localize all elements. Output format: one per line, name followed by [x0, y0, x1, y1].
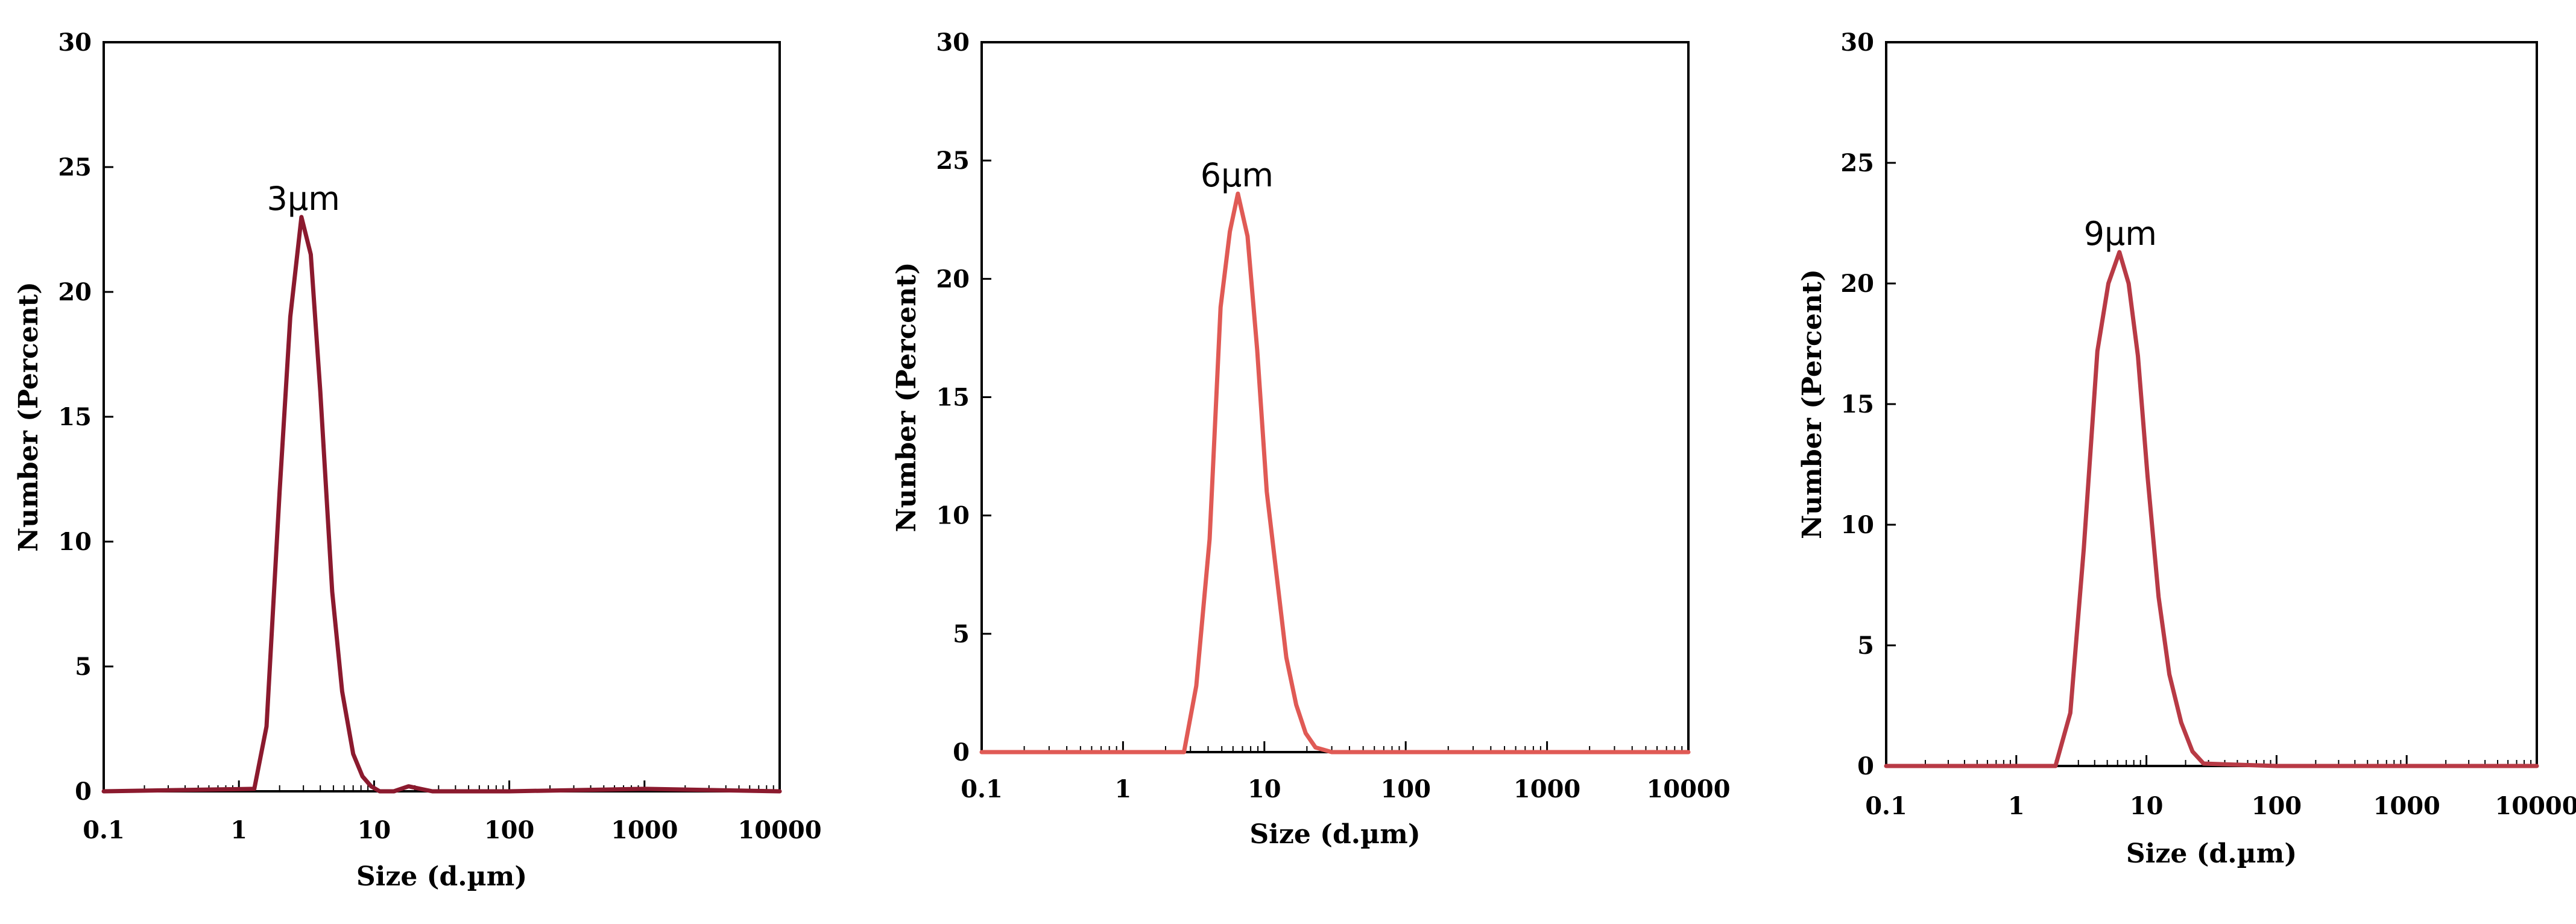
x-tick-label: 0.1 [83, 816, 125, 844]
x-tick-label: 1000 [1514, 775, 1580, 803]
x-tick-label: 1000 [611, 816, 678, 844]
x-tick-label: 100 [1380, 775, 1431, 803]
y-tick-label: 20 [58, 278, 92, 306]
y-tick-label: 15 [1840, 390, 1874, 419]
x-tick-label: 10000 [737, 816, 821, 844]
y-tick-label: 25 [1840, 149, 1874, 177]
y-tick-label: 15 [58, 403, 92, 431]
size-distribution-line [101, 215, 782, 794]
x-tick-label: 100 [2252, 792, 2302, 820]
y-axis-label: Number (Percent) [1797, 269, 1828, 539]
x-tick-label: 0.1 [1865, 792, 1907, 820]
peak-label: 9µm [2084, 215, 2157, 253]
chart-panel-9um: 0 5 10 15 20 25 30 0.1 1 10 100 1000 10000 Size (d.µm… [1797, 28, 2576, 869]
x-tick-label: 10 [1248, 775, 1281, 803]
y-tick-label: 5 [1857, 631, 1874, 660]
x-axis-label: Size (d.µm) [1249, 819, 1420, 850]
x-tick-label: 10 [2130, 792, 2164, 820]
y-tick-label: 20 [936, 265, 970, 293]
y-tick-label: 10 [936, 502, 970, 530]
x-tick-label: 1 [230, 816, 247, 844]
x-tick-label: 0.1 [961, 775, 1003, 803]
y-tick-label: 10 [58, 528, 92, 556]
x-tick-label: 1000 [2373, 792, 2440, 820]
x-tick-label: 100 [484, 816, 535, 844]
peak-label: 6µm [1201, 156, 1274, 194]
y-tick-label: 0 [75, 777, 92, 806]
y-tick-label: 30 [1840, 28, 1874, 57]
x-axis-label: Size (d.µm) [356, 861, 527, 892]
x-tick-label: 1 [1114, 775, 1131, 803]
x-axis-label: Size (d.µm) [2126, 838, 2297, 869]
y-axis-label: Number (Percent) [891, 262, 922, 533]
y-tick-label: 20 [1840, 270, 1874, 298]
y-tick-label: 0 [953, 738, 970, 767]
plot-frame [1885, 41, 2538, 767]
y-axis-label: Number (Percent) [13, 282, 44, 552]
x-tick-label: 10 [358, 816, 391, 844]
size-distribution-line [1884, 250, 2539, 768]
y-tick-label: 5 [75, 653, 92, 681]
y-tick-label: 25 [936, 147, 970, 175]
size-distribution-line [979, 191, 1691, 755]
peak-label: 3µm [267, 180, 340, 218]
y-tick-label: 10 [1840, 511, 1874, 539]
x-tick-label: 10000 [1646, 775, 1730, 803]
plot-frame [103, 41, 781, 793]
y-tick-label: 15 [936, 384, 970, 412]
x-tick-label: 1 [2008, 792, 2025, 820]
x-tick-label: 10000 [2495, 792, 2576, 820]
chart-panel-3um: 0 5 10 15 20 25 30 0.1 1 10 100 1000 10000 Size (d.µm… [13, 28, 822, 892]
y-tick-label: 25 [58, 153, 92, 182]
chart-panel-6um: 0 5 10 15 20 25 30 0.1 1 10 100 1000 10000 Size (d.µm… [891, 28, 1731, 850]
plot-frame [980, 41, 1690, 753]
y-tick-label: 30 [58, 28, 92, 57]
y-tick-label: 5 [953, 620, 970, 648]
y-tick-label: 0 [1857, 752, 1874, 780]
y-tick-label: 30 [936, 28, 970, 57]
